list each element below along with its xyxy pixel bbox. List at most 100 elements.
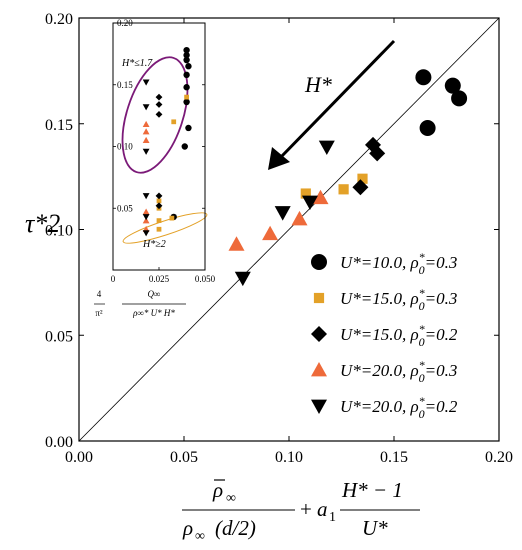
svg-text:U*: U* — [362, 516, 388, 540]
inset-ellipse-high-h — [122, 212, 208, 244]
y-tick-label: 0.20 — [45, 11, 73, 28]
inset-point-circle — [183, 46, 190, 54]
x-tick-label: 0.15 — [380, 449, 408, 466]
inset-point-triangle-down — [142, 79, 150, 86]
svg-text:+: + — [300, 497, 312, 521]
inset-point-circle — [183, 51, 190, 59]
data-point-triangle-up — [228, 236, 245, 251]
svg-text:π²: π² — [95, 308, 103, 318]
inset-point-square — [171, 119, 177, 125]
legend-label: U*=15.0, ρ* 0=0.3 — [340, 286, 457, 313]
inset-point-diamond — [155, 202, 163, 210]
data-point-triangle-up — [291, 210, 308, 226]
inset-point-triangle-down — [142, 148, 150, 155]
legend: U*=10.0, ρ* 0=0.3 U*=15.0, ρ* 0=0.3 U*=15.0,… — [311, 250, 458, 421]
data-point-circle — [415, 69, 432, 86]
data-point-triangle-down — [302, 195, 318, 211]
inset-point-triangle-up — [142, 120, 150, 127]
data-point-triangle-up — [312, 189, 329, 205]
inset-ellipse-low-h — [121, 56, 189, 174]
svg-text:H* − 1: H* − 1 — [341, 478, 403, 502]
inset-y-tick-label: 0.10 — [117, 142, 133, 152]
inset-point-square — [169, 215, 175, 221]
inset-point-triangle-up — [142, 136, 150, 144]
inset-xlabel: 4 π² Q∞ ρ∞* U* H* — [94, 289, 186, 318]
inset-label-low-h: H*≤1.7 — [121, 58, 153, 69]
legend-marker-diamond — [311, 326, 327, 342]
inset-point-circle — [185, 124, 192, 132]
main-plot: 0.00 0.05 0.10 0.15 0.20 0.00 0.05 0.10 0.15 0.20 — [45, 11, 513, 466]
inset-point-triangle-down — [142, 193, 150, 200]
inset-point-circle — [181, 143, 188, 150]
svg-text:τ*2: τ*2 — [25, 209, 60, 238]
y-tick-label: 0.15 — [45, 117, 73, 134]
inset-frame — [112, 22, 206, 271]
inset-point-diamond — [155, 93, 163, 101]
data-point-triangle-down — [274, 206, 291, 221]
y-axis-label: τ*2 — [25, 209, 60, 238]
data-point-square — [357, 173, 368, 184]
legend-label: U*=20.0, ρ* 0=0.3 — [340, 358, 457, 385]
legend-marker-circle — [311, 254, 327, 270]
inset-label-high-h: H*≥2 — [142, 239, 166, 250]
data-point-circle — [444, 77, 461, 94]
inset-points — [142, 46, 192, 237]
data-point-diamond — [352, 179, 369, 196]
legend-marker-triangle-up — [311, 362, 327, 377]
inset-point-triangle-down — [142, 230, 150, 237]
x-tick-label: 0.20 — [485, 449, 513, 466]
data-point-triangle-up — [262, 225, 279, 241]
svg-text:ρ: ρ — [182, 516, 193, 540]
svg-text:∞: ∞ — [226, 491, 236, 506]
inset-x-tick-label: 0 — [111, 274, 116, 284]
data-point-square — [338, 184, 349, 195]
legend-marker-triangle-down — [311, 399, 327, 414]
y-tick-label: 0.10 — [45, 223, 73, 240]
svg-text:1: 1 — [329, 510, 336, 525]
x-tick-label: 0.00 — [65, 449, 93, 466]
y-tick-label: 0.00 — [45, 434, 73, 451]
main-frame — [78, 17, 500, 442]
inset-point-square — [156, 226, 162, 232]
legend-marker-square — [313, 292, 325, 304]
inset-x-tick-label: 0.050 — [195, 274, 216, 284]
data-point-triangle-down — [234, 271, 251, 287]
svg-text:a: a — [317, 497, 328, 521]
inset-point-circle — [183, 56, 190, 64]
h-star-annotation: H* — [268, 39, 396, 170]
data-point-diamond — [369, 145, 386, 162]
inset-point-circle — [183, 84, 190, 91]
data-point-circle — [419, 119, 436, 136]
h-star-label: H* — [304, 72, 332, 97]
data-point-square — [300, 188, 311, 199]
inset-point-triangle-down — [142, 214, 150, 221]
y-tick-label: 0.05 — [45, 328, 73, 345]
svg-text:∞: ∞ — [195, 529, 205, 544]
identity-line — [78, 17, 500, 442]
main-points — [228, 69, 468, 287]
x-axis-label: ρ ∞ ρ ∞ (d/2) + a 1 H* − 1 U* — [182, 478, 420, 544]
inset-point-diamond — [155, 192, 163, 200]
inset-y-tick-label: 0.05 — [117, 203, 133, 213]
svg-text:4: 4 — [97, 289, 102, 299]
inset-point-triangle-up — [142, 128, 150, 135]
svg-text:ρ: ρ — [212, 478, 223, 502]
inset-point-circle — [185, 63, 192, 70]
data-point-circle — [451, 90, 468, 107]
legend-label: U*=20.0, ρ* 0=0.2 — [340, 394, 458, 421]
inset-point-square — [184, 94, 189, 100]
legend-label: U*=10.0, ρ* 0=0.3 — [340, 250, 457, 277]
inset-point-triangle-down — [142, 104, 150, 111]
h-star-arrow-shaft — [278, 39, 396, 160]
inset-point-diamond — [155, 110, 163, 118]
svg-text:Q∞: Q∞ — [148, 289, 161, 299]
legend-label: U*=15.0, ρ* 0=0.2 — [340, 322, 458, 349]
data-point-triangle-down — [318, 140, 335, 156]
x-tick-label: 0.05 — [170, 449, 198, 466]
inset-point-circle — [183, 71, 190, 79]
inset-point-square — [156, 218, 162, 223]
svg-text:ρ∞* U* H*: ρ∞* U* H* — [132, 308, 175, 318]
x-tick-label: 0.10 — [275, 449, 303, 466]
